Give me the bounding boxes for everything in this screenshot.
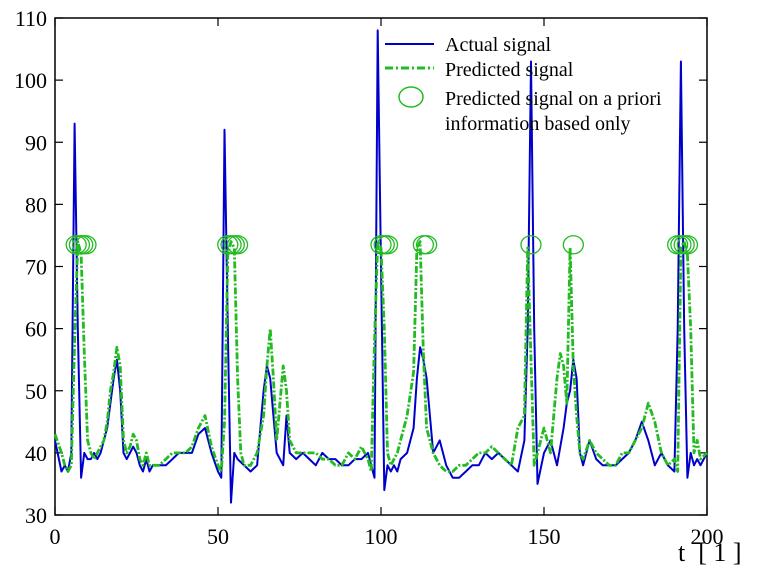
legend: Actual signal Predicted signal Predicted… <box>385 34 662 135</box>
y-tick-label: 110 <box>15 6 47 31</box>
apriori-markers <box>65 235 699 255</box>
legend-label-predicted: Predicted signal <box>445 59 574 81</box>
apriori-marker <box>226 235 249 255</box>
y-tick-label: 90 <box>25 130 47 155</box>
legend-label-apriori-line1: Predicted signal on a priori <box>445 88 662 110</box>
x-tick-label: 0 <box>50 524 61 549</box>
apriori-marker <box>520 235 542 255</box>
apriori-marker <box>676 235 699 255</box>
legend-label-apriori-line2: information based only <box>445 113 631 135</box>
x-tick-label: 50 <box>207 524 229 549</box>
x-axis-label: t [ 1 ] <box>678 538 742 567</box>
series-layer <box>53 29 708 504</box>
y-tick-label: 40 <box>25 441 47 466</box>
apriori-marker <box>75 235 97 255</box>
y-tick-label: 60 <box>25 317 47 342</box>
y-tick-label: 30 <box>25 503 47 528</box>
apriori-marker <box>376 235 399 255</box>
apriori-marker <box>562 235 584 255</box>
predicted-signal-line <box>53 240 708 473</box>
axis-ticks: 0 50 100 150 200 30 40 50 60 70 80 90 100 110 <box>14 6 724 549</box>
apriori-marker <box>415 235 438 255</box>
x-tick-label: 200 <box>691 524 724 549</box>
y-tick-label: 70 <box>25 255 47 280</box>
x-tick-label: 100 <box>365 524 398 549</box>
legend-label-actual: Actual signal <box>445 34 552 56</box>
legend-swatch-apriori <box>398 86 424 108</box>
y-tick-label: 80 <box>25 192 47 217</box>
x-tick-label: 150 <box>528 524 561 549</box>
y-tick-label: 50 <box>25 379 47 404</box>
y-tick-label: 100 <box>14 68 47 93</box>
